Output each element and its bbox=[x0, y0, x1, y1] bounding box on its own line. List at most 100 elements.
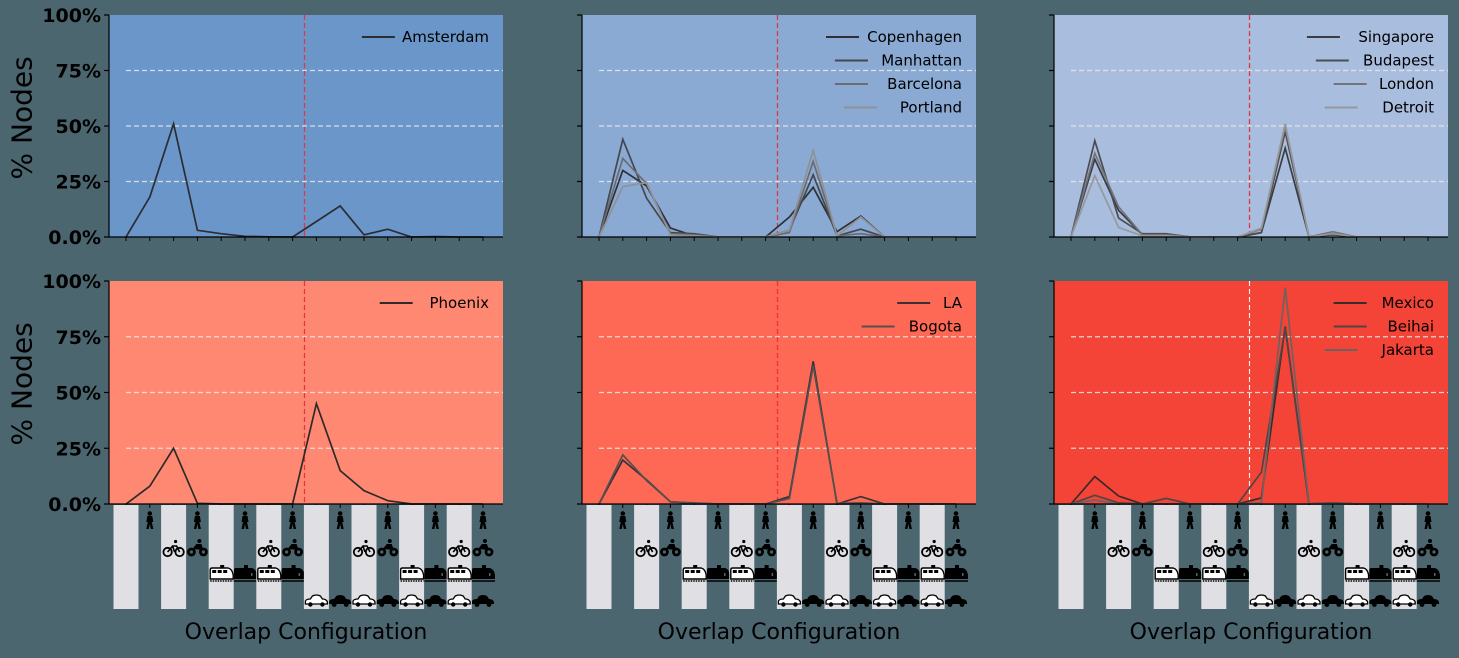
chart-panel-r0c0: 0.0% 25% 50% 75% 100% Amsterdam bbox=[42, 5, 503, 249]
y-axis-label-top: % Nodes bbox=[5, 56, 39, 180]
config-stripe bbox=[776, 505, 802, 609]
car-icon bbox=[1321, 595, 1344, 607]
walk-icon bbox=[1091, 511, 1099, 529]
y-tick-label: 100% bbox=[42, 271, 101, 293]
legend-label-jakarta: Jakarta bbox=[1381, 341, 1434, 359]
walk-icon bbox=[384, 511, 392, 529]
bike-icon bbox=[660, 539, 681, 557]
rail-icon bbox=[1416, 564, 1441, 582]
config-stripe bbox=[446, 505, 472, 609]
config-stripe bbox=[634, 505, 660, 609]
y-tick-label: 25% bbox=[56, 438, 101, 460]
x-axis-label-col-0: Overlap Configuration bbox=[184, 620, 428, 645]
walk-icon bbox=[1138, 511, 1146, 529]
rail-icon bbox=[1225, 564, 1251, 582]
config-stripe bbox=[208, 505, 234, 609]
legend-label-mexico: Mexico bbox=[1382, 294, 1434, 312]
bike-icon bbox=[850, 539, 872, 557]
bike-icon bbox=[755, 539, 776, 557]
walk-icon bbox=[193, 511, 201, 529]
walk-icon bbox=[431, 511, 439, 529]
car-icon bbox=[897, 595, 920, 607]
walk-icon bbox=[1376, 511, 1384, 529]
walk-icon bbox=[809, 511, 817, 529]
car-icon bbox=[945, 595, 967, 607]
car-icon bbox=[424, 595, 447, 607]
config-icon-grid-col-0 bbox=[113, 505, 496, 609]
bike-icon bbox=[472, 539, 494, 557]
rail-icon bbox=[706, 564, 731, 582]
car-icon bbox=[849, 595, 872, 607]
y-tick-label: 75% bbox=[56, 61, 101, 83]
car-icon bbox=[1417, 595, 1439, 607]
walk-icon bbox=[762, 511, 770, 529]
legend-label-portland: Portland bbox=[900, 99, 962, 117]
config-stripe bbox=[303, 505, 329, 609]
car-icon bbox=[802, 595, 825, 607]
y-tick-label: 0.0% bbox=[48, 227, 101, 249]
rail-icon bbox=[944, 564, 969, 582]
rail-icon bbox=[471, 564, 496, 582]
rail-icon bbox=[1368, 564, 1394, 582]
y-tick-label: 25% bbox=[56, 172, 101, 194]
legend-label-barcelona: Barcelona bbox=[887, 75, 962, 93]
config-stripe bbox=[586, 505, 612, 609]
legend-label-london: London bbox=[1379, 75, 1434, 93]
chart-panel-r1c1: LA Bogota bbox=[577, 280, 976, 508]
car-icon bbox=[329, 595, 352, 607]
config-stripe bbox=[872, 505, 898, 609]
chart-panel-r1c0: 0.0% 25% 50% 75% 100% Phoenix bbox=[42, 271, 503, 516]
legend-label-bogota: Bogota bbox=[909, 318, 962, 336]
car-icon bbox=[1274, 595, 1297, 607]
rail-icon bbox=[233, 564, 258, 582]
walk-icon bbox=[904, 511, 912, 529]
config-stripe bbox=[1106, 505, 1132, 609]
legend-label-amsterdam: Amsterdam bbox=[402, 28, 489, 46]
config-stripe bbox=[824, 505, 850, 609]
bike-icon bbox=[282, 539, 303, 557]
walk-icon bbox=[714, 511, 722, 529]
walk-icon bbox=[666, 511, 674, 529]
legend-label-singapore: Singapore bbox=[1358, 28, 1434, 46]
config-stripe bbox=[919, 505, 945, 609]
config-icon-grid-col-1 bbox=[586, 505, 969, 609]
car-icon bbox=[376, 595, 399, 607]
legend-label-budapest: Budapest bbox=[1363, 52, 1434, 70]
config-stripe bbox=[1344, 505, 1370, 609]
walk-icon bbox=[146, 511, 154, 529]
config-stripe bbox=[729, 505, 755, 609]
rail-icon bbox=[896, 564, 922, 582]
legend-label-phoenix: Phoenix bbox=[429, 294, 489, 312]
walk-icon bbox=[619, 511, 627, 529]
bike-icon bbox=[945, 539, 967, 557]
legend-label-manhattan: Manhattan bbox=[881, 52, 962, 70]
y-axis-label-bottom: % Nodes bbox=[5, 322, 39, 446]
chart-panel-r0c2: Singapore Budapest London Detroit bbox=[1049, 14, 1448, 241]
config-stripe bbox=[1153, 505, 1179, 609]
config-stripe bbox=[1296, 505, 1322, 609]
rail-icon bbox=[423, 564, 449, 582]
car-icon bbox=[1369, 595, 1392, 607]
config-stripe bbox=[1201, 505, 1227, 609]
legend: Singapore Budapest London Detroit bbox=[1306, 28, 1434, 117]
config-stripe bbox=[681, 505, 707, 609]
car-icon bbox=[472, 595, 494, 607]
legend: Phoenix bbox=[379, 294, 489, 312]
walk-icon bbox=[857, 511, 865, 529]
legend: Amsterdam bbox=[361, 28, 489, 46]
walk-icon bbox=[479, 511, 487, 529]
config-stripe bbox=[1391, 505, 1417, 609]
walk-icon bbox=[1329, 511, 1337, 529]
legend-label-la: LA bbox=[943, 294, 963, 312]
config-stripe bbox=[1248, 505, 1274, 609]
walk-icon bbox=[1424, 511, 1432, 529]
y-tick-label: 50% bbox=[56, 383, 101, 405]
config-stripe bbox=[161, 505, 187, 609]
legend: LA Bogota bbox=[861, 294, 963, 336]
legend-label-copenhagen: Copenhagen bbox=[867, 28, 962, 46]
bike-icon bbox=[187, 539, 208, 557]
bike-icon bbox=[377, 539, 399, 557]
walk-icon bbox=[1186, 511, 1194, 529]
walk-icon bbox=[241, 511, 249, 529]
